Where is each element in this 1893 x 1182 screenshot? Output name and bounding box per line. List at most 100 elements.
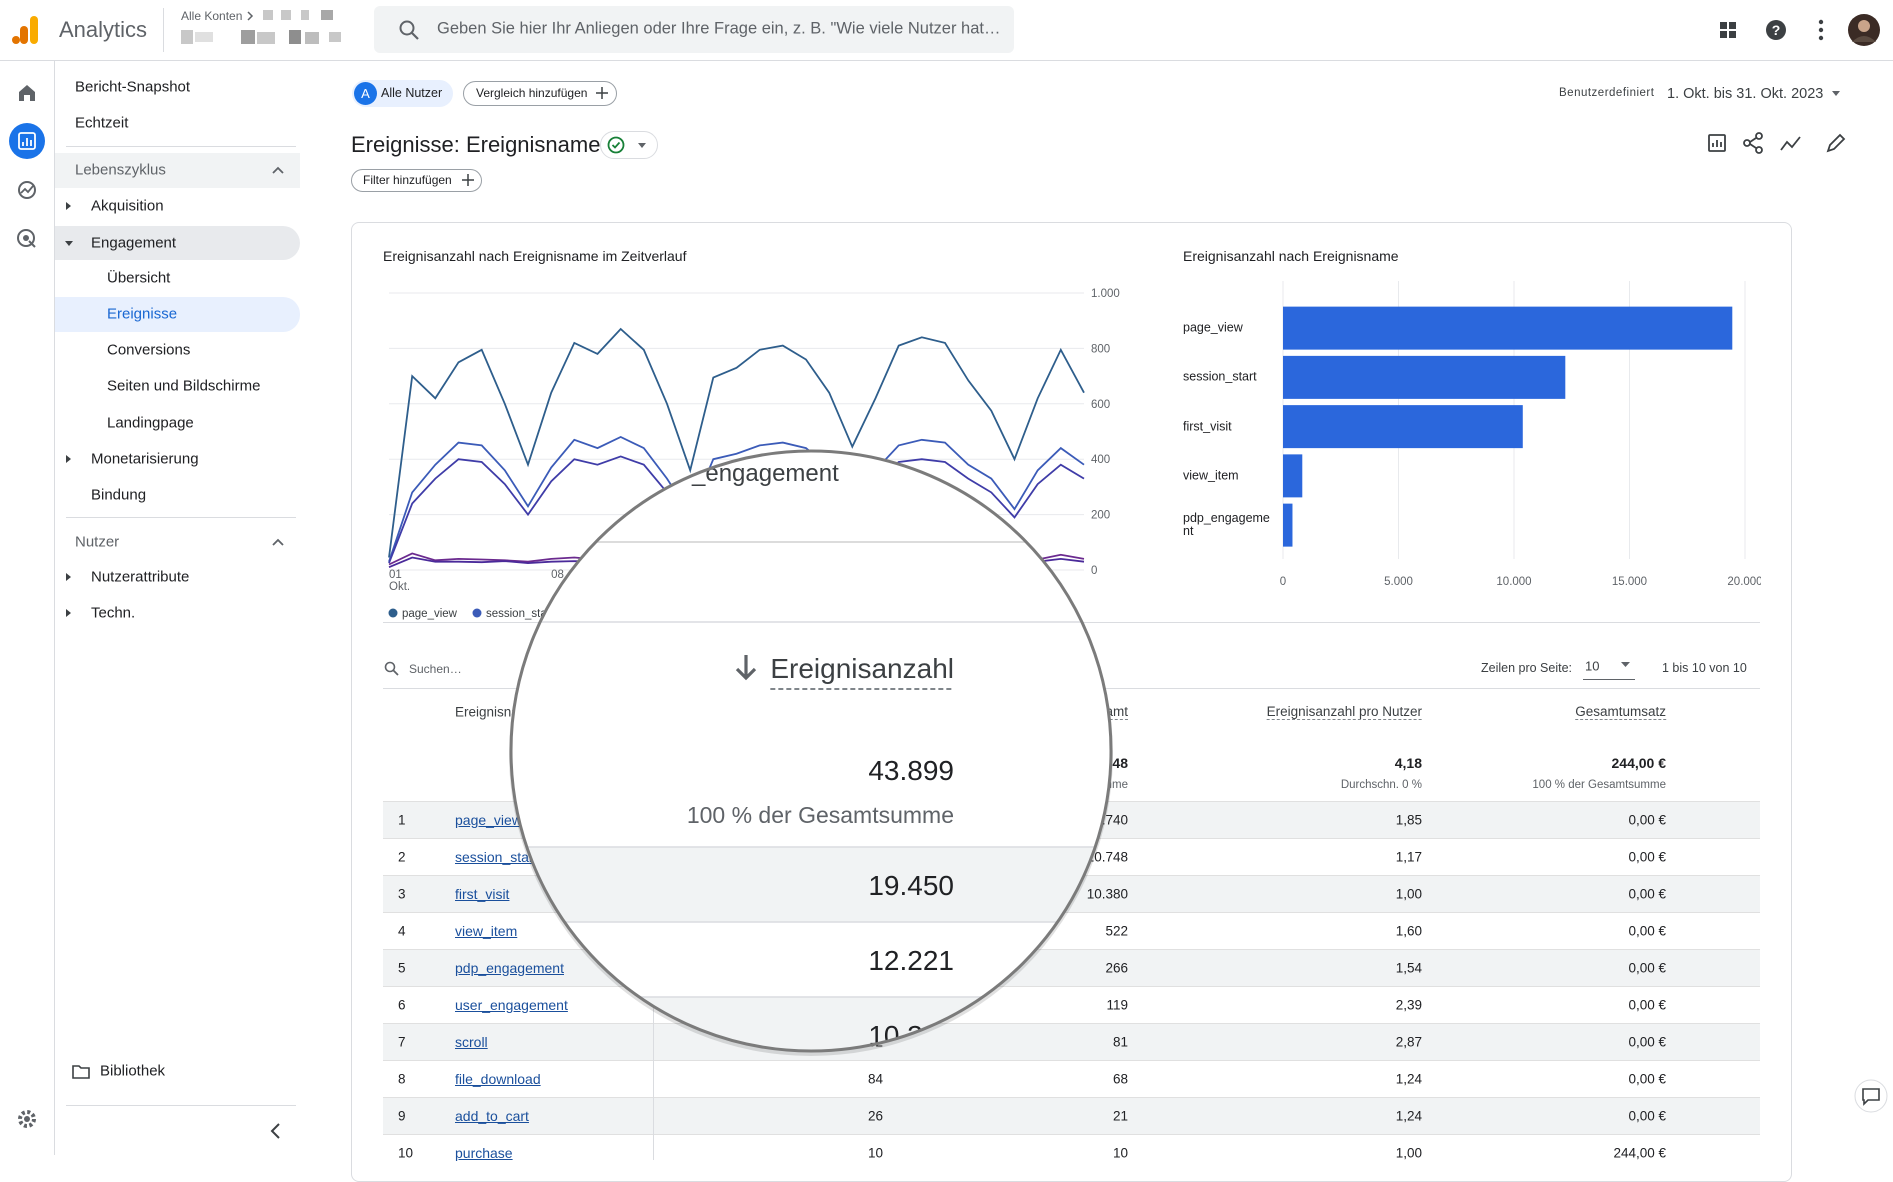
nav-item-selected[interactable]: Ereignisse bbox=[107, 305, 178, 323]
report-actions[interactable] bbox=[1705, 130, 1850, 156]
x-tick-label: 08 bbox=[551, 569, 564, 581]
nav-item[interactable]: Übersicht bbox=[107, 269, 171, 287]
nav-item[interactable]: Bindung bbox=[91, 486, 147, 504]
total-note: 100 % der Gesamtsumme bbox=[1532, 779, 1666, 791]
nav-selected-bg bbox=[55, 297, 300, 332]
search-box[interactable] bbox=[374, 6, 1014, 53]
divider bbox=[66, 1105, 296, 1106]
event-name[interactable]: pdp_engagement bbox=[455, 959, 564, 976]
line-series bbox=[388, 436, 1085, 562]
event-name[interactable]: page_view bbox=[455, 811, 522, 828]
nav-item[interactable]: Landingpage bbox=[107, 414, 194, 432]
y-tick-label: 600 bbox=[1091, 399, 1110, 411]
table-cell: 1,85 bbox=[1395, 812, 1422, 827]
table-row bbox=[383, 1134, 1760, 1171]
table-cell: 0,00 € bbox=[1628, 923, 1666, 938]
table-cell: 68 bbox=[1112, 1071, 1128, 1086]
search-placeholder: Geben Sie hier Ihr Anliegen oder Ihre Fr… bbox=[437, 19, 1001, 38]
nav-item[interactable]: Conversions bbox=[107, 341, 191, 359]
account-label[interactable]: Alle Konten bbox=[181, 9, 243, 23]
table-cell: 2,87 bbox=[1395, 1034, 1422, 1049]
table-cell: 0,00 € bbox=[1628, 1034, 1666, 1049]
event-name[interactable]: file_download bbox=[455, 1070, 541, 1087]
table-cell: 81 bbox=[1112, 1034, 1128, 1049]
x-tick-label: 15.000 bbox=[1612, 576, 1647, 588]
table-cell: 0,00 € bbox=[1628, 1071, 1666, 1086]
pagination: 1 bis 10 von 10 bbox=[1662, 661, 1747, 675]
nav-item[interactable]: Bibliothek bbox=[100, 1062, 166, 1080]
plus-icon bbox=[462, 174, 474, 186]
column-header[interactable]: Ereignisanzahl pro Nutzer bbox=[1266, 704, 1422, 720]
filter-label: Filter hinzufügen bbox=[363, 173, 452, 187]
row-rank: 5 bbox=[398, 960, 406, 975]
x-tick-label: 20.000 bbox=[1727, 576, 1762, 588]
row-rank: 3 bbox=[398, 886, 406, 901]
event-name[interactable]: scroll bbox=[455, 1033, 488, 1050]
nav-section[interactable]: Nutzer bbox=[75, 533, 120, 551]
compare-chip[interactable] bbox=[463, 81, 617, 106]
table-cell: 0,00 € bbox=[1628, 849, 1666, 864]
row-rank: 8 bbox=[398, 1071, 406, 1086]
table-search[interactable]: Suchen… bbox=[409, 662, 462, 676]
nav-item[interactable]: Akquisition bbox=[91, 197, 164, 215]
table-cell: 119 bbox=[1106, 997, 1128, 1012]
divider bbox=[163, 8, 164, 52]
row-rank: 7 bbox=[398, 1034, 406, 1049]
collapse-sidebar[interactable] bbox=[268, 1122, 284, 1140]
date-range[interactable]: 1. Okt. bis 31. Okt. 2023 bbox=[1667, 86, 1824, 102]
top-icons[interactable]: ? bbox=[1710, 10, 1890, 50]
table-cell: 522 bbox=[1105, 923, 1128, 938]
column-header[interactable]: Gesamtumsatz bbox=[1575, 704, 1666, 720]
row-rank: 6 bbox=[398, 997, 406, 1012]
table-cell: 10.748 bbox=[1086, 849, 1128, 864]
table-cell: 266 bbox=[1105, 960, 1128, 975]
event-name[interactable]: user_engagement bbox=[455, 996, 568, 1013]
total-note: Durchschn. 0 % bbox=[1340, 779, 1422, 791]
row-rank: 4 bbox=[398, 923, 406, 938]
collapse-icon bbox=[272, 538, 284, 546]
segment-badge: A bbox=[354, 82, 377, 105]
nav-item[interactable]: Bericht-Snapshot bbox=[75, 78, 191, 96]
status-chip[interactable] bbox=[600, 131, 658, 159]
y-tick-label: 0 bbox=[1091, 565, 1097, 577]
nav-section[interactable]: Lebenszyklus bbox=[75, 161, 166, 179]
magnified-legend: _engagement bbox=[691, 460, 839, 487]
divider bbox=[66, 146, 296, 147]
table-cell: 0,00 € bbox=[1628, 812, 1666, 827]
bar-plot: 0 5.000 10.000 15.000 20.000 bbox=[1280, 281, 1762, 588]
filter-chip[interactable] bbox=[351, 169, 482, 192]
legend-label: page_view bbox=[402, 608, 458, 620]
nav-arrows bbox=[65, 202, 73, 617]
y-category-label: page_view bbox=[1183, 320, 1243, 335]
nav-item[interactable]: Echtzeit bbox=[75, 114, 129, 132]
magnified-note: 100 % der Gesamtsumme bbox=[687, 802, 954, 828]
event-name[interactable]: add_to_cart bbox=[455, 1107, 529, 1124]
table-cell: 0,00 € bbox=[1628, 960, 1666, 975]
x-tick-label: 01 Okt. bbox=[389, 569, 411, 593]
nav-item[interactable]: Engagement bbox=[91, 234, 177, 252]
event-name[interactable]: view_item bbox=[455, 922, 518, 939]
top-bar bbox=[0, 0, 1893, 61]
y-category-label: pdp_engagement bbox=[1183, 511, 1270, 539]
segment-label: Alle Nutzer bbox=[381, 86, 443, 100]
event-name[interactable]: session_start bbox=[455, 848, 538, 865]
rail-icons[interactable] bbox=[0, 61, 54, 1155]
nav-item[interactable]: Monetarisierung bbox=[91, 450, 199, 468]
nav-item[interactable]: Seiten und Bildschirme bbox=[107, 377, 261, 395]
nav-item[interactable]: Techn. bbox=[91, 604, 136, 622]
nav-item[interactable]: Nutzerattribute bbox=[91, 568, 190, 586]
row-rank: 9 bbox=[398, 1108, 406, 1123]
search-icon bbox=[399, 20, 419, 40]
bar bbox=[1283, 306, 1733, 350]
table-cell: 1,60 bbox=[1395, 923, 1422, 938]
rows-per-page-label: Zeilen pro Seite: bbox=[1481, 661, 1573, 675]
feedback-button[interactable] bbox=[1853, 1079, 1889, 1113]
total-value: 4,18 bbox=[1394, 755, 1422, 771]
event-name[interactable]: first_visit bbox=[455, 885, 510, 902]
table-cell: 84 bbox=[867, 1071, 883, 1086]
table-cell: 21 bbox=[1112, 1108, 1128, 1123]
report-title: Ereignisse: Ereignisname bbox=[351, 132, 601, 157]
y-tick-label: 400 bbox=[1091, 454, 1110, 466]
y-category-label: view_item bbox=[1183, 468, 1239, 483]
rows-per-page[interactable]: 10 bbox=[1585, 658, 1600, 674]
